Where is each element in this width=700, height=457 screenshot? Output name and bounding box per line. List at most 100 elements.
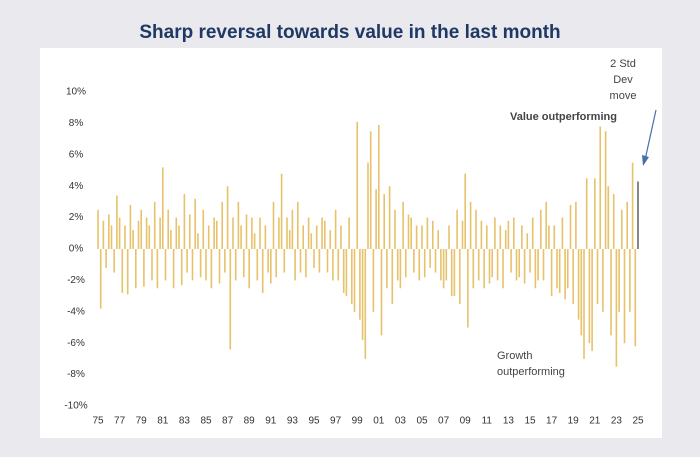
bar [383, 194, 385, 249]
bar [369, 131, 372, 249]
bar [121, 249, 124, 293]
bar [351, 249, 353, 304]
bar [148, 225, 151, 249]
bar [310, 233, 313, 249]
bar [556, 249, 558, 289]
bar [513, 217, 515, 249]
bar [162, 167, 164, 249]
bar [288, 230, 291, 249]
bar [153, 201, 156, 249]
bar [531, 217, 534, 249]
bar [102, 220, 105, 249]
bar [591, 249, 593, 352]
bar [364, 249, 367, 359]
bar [621, 209, 623, 249]
bar [437, 230, 439, 249]
bar [472, 249, 475, 289]
bar [515, 249, 518, 281]
bar [213, 217, 215, 249]
bar [172, 249, 175, 289]
bar [226, 186, 229, 249]
bar [502, 249, 504, 289]
x-tick-label: 05 [416, 416, 428, 427]
bar [170, 230, 172, 249]
bar [345, 249, 348, 297]
bar [496, 249, 499, 281]
bar [637, 181, 639, 249]
bar [486, 225, 488, 249]
bar [407, 214, 410, 249]
x-tick-label: 07 [438, 416, 450, 427]
x-tick-label: 15 [524, 416, 536, 427]
bar [272, 201, 275, 249]
bar [278, 217, 280, 249]
bar [448, 225, 450, 249]
annotation: Growth [497, 350, 532, 362]
bar [164, 249, 167, 281]
bar [442, 249, 445, 289]
x-tick-label: 83 [179, 416, 191, 427]
y-tick-label: -4% [67, 306, 85, 317]
x-tick-label: 75 [92, 416, 104, 427]
bar [329, 230, 331, 249]
bar [218, 249, 221, 284]
bar [99, 249, 102, 309]
y-tick-label: -6% [67, 338, 85, 349]
bar [286, 217, 288, 249]
bar [388, 186, 391, 249]
bar [342, 249, 345, 293]
bar [580, 249, 583, 336]
x-tick-label: 95 [308, 416, 320, 427]
bar [521, 225, 523, 249]
bar [450, 249, 453, 297]
bar [251, 217, 253, 249]
bar [318, 249, 321, 273]
chart-title: Sharp reversal towards value in the last… [139, 22, 560, 43]
bar [394, 209, 396, 249]
annotation: move [610, 90, 637, 102]
bar [313, 249, 315, 268]
x-tick-label: 17 [546, 416, 558, 427]
bar [267, 249, 269, 273]
bar [105, 249, 107, 268]
bar [631, 162, 634, 249]
bar [572, 249, 574, 304]
bar [504, 230, 507, 249]
bar [129, 205, 132, 249]
bar [243, 249, 245, 278]
bar [396, 249, 399, 281]
bar [126, 249, 129, 295]
bar [518, 249, 520, 278]
bar [461, 220, 464, 249]
bar [534, 249, 537, 289]
x-tick-label: 01 [373, 416, 385, 427]
bar [585, 178, 588, 249]
bar [602, 249, 604, 312]
bar [375, 189, 377, 249]
bar [540, 209, 542, 249]
bar [488, 249, 491, 284]
annotation: outperforming [497, 366, 565, 378]
bar [210, 249, 213, 289]
bar [189, 214, 191, 249]
bar [151, 249, 153, 281]
y-tick-label: 0% [69, 244, 84, 255]
bar [137, 220, 140, 249]
bar [445, 249, 448, 281]
bar [302, 225, 304, 249]
y-tick-label: 8% [69, 118, 84, 129]
bar [378, 124, 380, 249]
x-tick-label: 87 [222, 416, 234, 427]
bar [612, 194, 615, 249]
x-tick-label: 77 [114, 416, 126, 427]
bar [418, 249, 421, 281]
bar [429, 249, 431, 268]
bar [453, 249, 456, 297]
bar [280, 173, 283, 249]
bar [175, 217, 178, 249]
y-tick-label: 6% [69, 149, 84, 160]
bar [426, 217, 429, 249]
bar [183, 194, 186, 249]
bar [575, 201, 577, 249]
